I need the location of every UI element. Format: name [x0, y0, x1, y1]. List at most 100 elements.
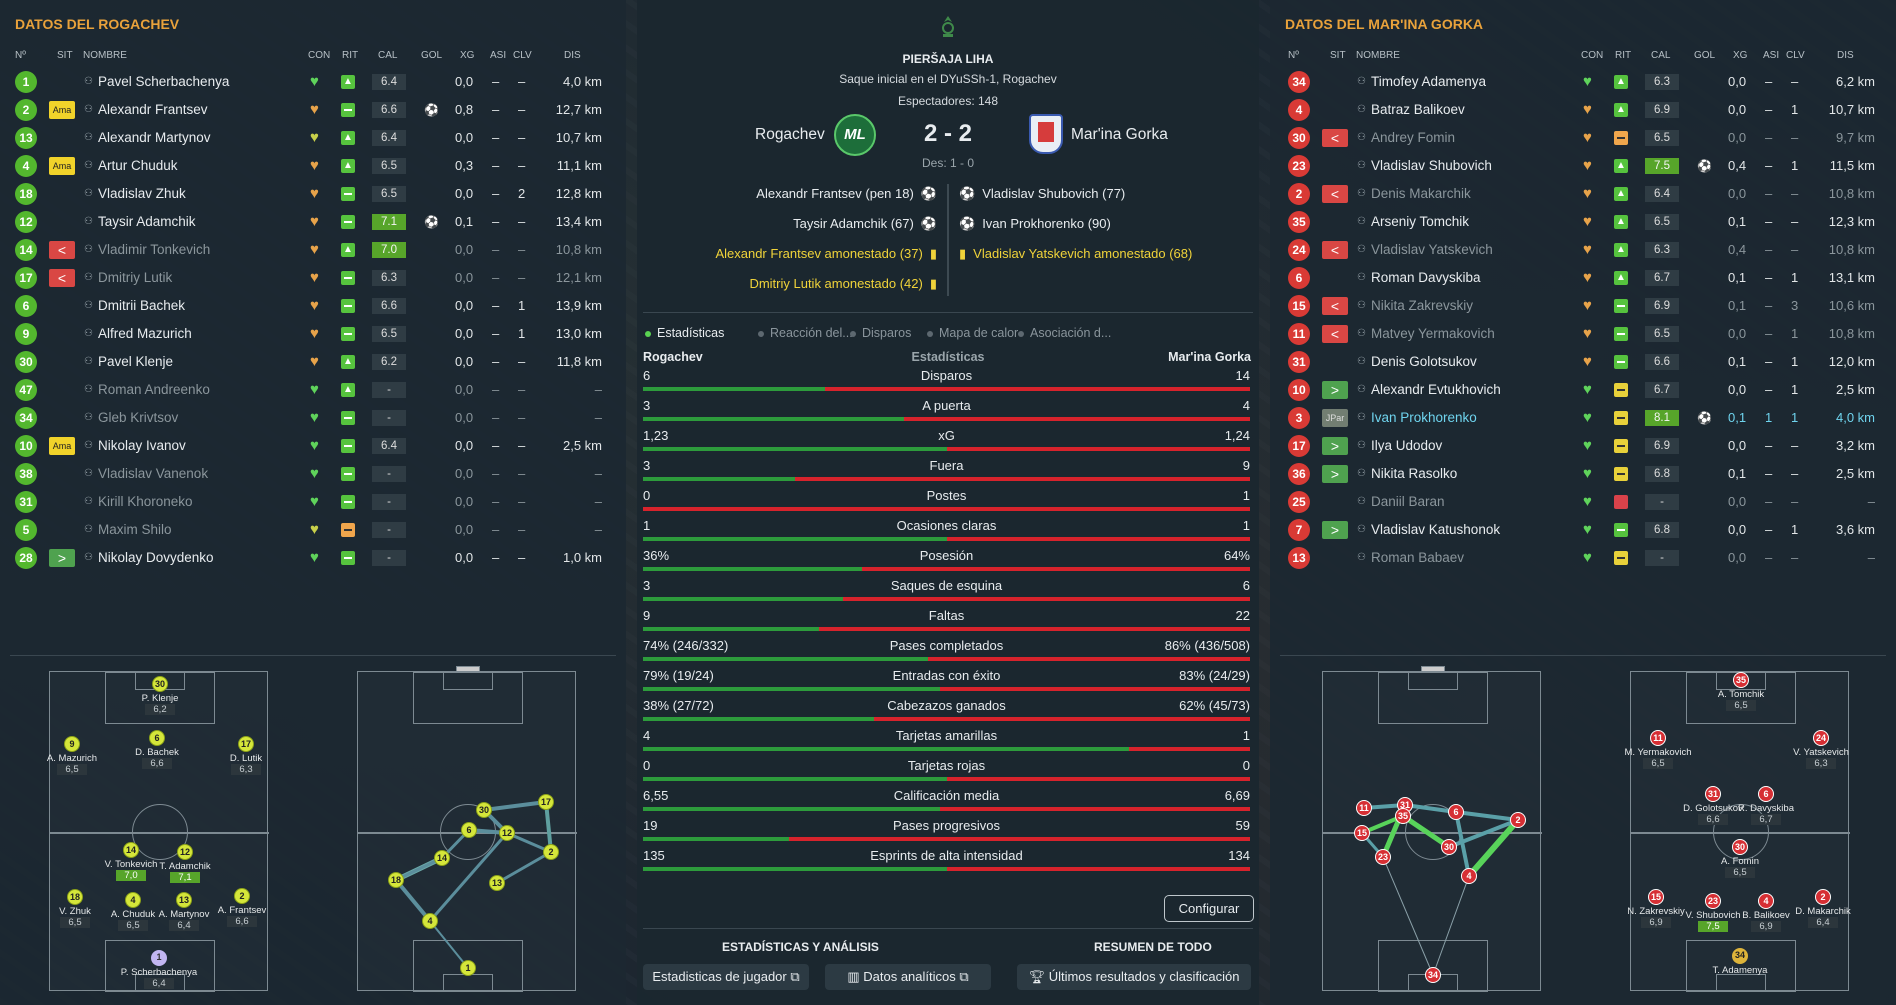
player-row[interactable]: 4 Ama ⚇ Artur Chuduk ♥ ▲ 6.5 0,3 – – 11,1 km [0, 152, 626, 180]
col-sit[interactable]: SIT [57, 50, 73, 61]
player-row[interactable]: 3 JPar ⚇ Ivan Prokhorenko ♥ 8.1 ⚽ 0,1 1 1 4,0 km [1270, 404, 1896, 432]
player-name[interactable]: Alfred Mazurich [98, 326, 192, 341]
player-row[interactable]: 12 ⚇ Taysir Adamchik ♥ 7.1 ⚽ 0,1 – – 13,4 km [0, 208, 626, 236]
player-row[interactable]: 6 ⚇ Roman Davyskiba ♥ ▲ 6.7 0,1 – 1 13,1 km [1270, 264, 1896, 292]
player-name[interactable]: Nikita Zakrevskiy [1371, 298, 1474, 313]
player-row[interactable]: 5 ⚇ Maxim Shilo ♥ - 0,0 – – – [0, 516, 626, 544]
league-name[interactable]: PIERŠAJA LIHA [902, 52, 994, 66]
player-row[interactable]: 30 < ⚇ Andrey Fomin ♥ 6.5 0,0 – – 9,7 km [1270, 124, 1896, 152]
player-name[interactable]: Nikolay Dovydenko [98, 550, 214, 565]
pass-network-node[interactable]: 6 [461, 822, 477, 838]
player-row[interactable]: 31 ⚇ Denis Golotsukov ♥ 6.6 0,1 – 1 12,0 km [1270, 348, 1896, 376]
player-name[interactable]: Nikolay Ivanov [98, 438, 186, 453]
col-cal[interactable]: CAL [1651, 50, 1671, 61]
pass-network-node[interactable]: 6 [1448, 804, 1464, 820]
player-name[interactable]: Vladimir Tonkevich [98, 242, 211, 257]
player-name[interactable]: Nikita Rasolko [1371, 466, 1458, 481]
player-row[interactable]: 17 > ⚇ Ilya Udodov ♥ 6.9 0,0 – – 3,2 km [1270, 432, 1896, 460]
player-row[interactable]: 36 > ⚇ Nikita Rasolko ♥ 6.8 0,1 – – 2,5 km [1270, 460, 1896, 488]
player-row[interactable]: 23 ⚇ Vladislav Shubovich ♥ ▲ 7.5 ⚽ 0,4 – 1 11,5 km [1270, 152, 1896, 180]
player-name[interactable]: Pavel Scherbachenya [98, 74, 230, 89]
col-gol[interactable]: GOL [421, 50, 443, 61]
col-dis[interactable]: DIS [1837, 50, 1854, 61]
player-row[interactable]: 13 ⚇ Roman Babaev ♥ - 0,0 – – – [1270, 544, 1896, 572]
player-name[interactable]: Arseniy Tomchik [1371, 214, 1470, 229]
pass-network-node[interactable]: 11 [1356, 800, 1372, 816]
player-row[interactable]: 13 ⚇ Alexandr Martynov ♥ ▲ 6.4 0,0 – – 10,7 km [0, 124, 626, 152]
player-position-marker[interactable]: 34 [1732, 948, 1748, 964]
tab-asociacind[interactable]: Asociación d... [1018, 326, 1111, 340]
player-position-marker[interactable]: 1 [151, 950, 167, 966]
tab-estadsticas[interactable]: Estadísticas [645, 326, 724, 340]
pass-network-node[interactable]: 18 [388, 872, 404, 888]
player-row[interactable]: 31 ⚇ Kirill Khoroneko ♥ - 0,0 – – – [0, 488, 626, 516]
home-team-name[interactable]: Rogachev [755, 126, 825, 143]
pass-network-node[interactable]: 13 [489, 875, 505, 891]
player-name[interactable]: Alexandr Evtukhovich [1371, 382, 1501, 397]
player-name[interactable]: Denis Makarchik [1371, 186, 1471, 201]
player-name[interactable]: Roman Babaev [1371, 550, 1465, 565]
player-row[interactable]: 18 ⚇ Vladislav Zhuk ♥ 6.5 0,0 – 2 12,8 km [0, 180, 626, 208]
player-name[interactable]: Gleb Krivtsov [98, 410, 179, 425]
player-name[interactable]: Batraz Balikoev [1371, 102, 1465, 117]
col-no[interactable]: Nº [1288, 50, 1299, 61]
player-name[interactable]: Alexandr Martynov [98, 130, 211, 145]
player-name[interactable]: Vladislav Shubovich [1371, 158, 1492, 173]
col-nombre[interactable]: NOMBRE [83, 50, 127, 61]
player-row[interactable]: 10 Ama ⚇ Nikolay Ivanov ♥ 6.4 0,0 – – 2,5 km [0, 432, 626, 460]
player-position-marker[interactable]: 11 [1650, 730, 1666, 746]
player-row[interactable]: 17 < ⚇ Dmitriy Lutik ♥ 6.3 0,0 – – 12,1 km [0, 264, 626, 292]
col-sit[interactable]: SIT [1330, 50, 1346, 61]
col-con[interactable]: CON [308, 50, 331, 61]
col-rit[interactable]: RIT [1615, 50, 1632, 61]
col-xg[interactable]: XG [460, 50, 475, 61]
player-name[interactable]: Daniil Baran [1371, 494, 1445, 509]
player-row[interactable]: 25 ⚇ Daniil Baran ♥ - 0,0 – – – [1270, 488, 1896, 516]
player-name[interactable]: Timofey Adamenya [1371, 74, 1487, 89]
player-position-marker[interactable]: 9 [64, 736, 80, 752]
player-name[interactable]: Maxim Shilo [98, 522, 172, 537]
player-position-marker[interactable]: 13 [176, 892, 192, 908]
player-name[interactable]: Matvey Yermakovich [1371, 326, 1495, 341]
col-asi[interactable]: ASI [1763, 50, 1780, 61]
pass-network-node[interactable]: 15 [1354, 825, 1370, 841]
player-name[interactable]: Roman Davyskiba [1371, 270, 1481, 285]
player-row[interactable]: 30 ⚇ Pavel Klenje ♥ ▲ 6.2 0,0 – – 11,8 km [0, 348, 626, 376]
player-position-marker[interactable]: 6 [1758, 786, 1774, 802]
player-position-marker[interactable]: 4 [1758, 893, 1774, 909]
home-team-crest-icon[interactable]: ML [834, 114, 876, 156]
player-name[interactable]: Dmitrii Bachek [98, 298, 186, 313]
pass-network-node[interactable]: 34 [1425, 967, 1441, 983]
player-name[interactable]: Kirill Khoroneko [98, 494, 193, 509]
player-name[interactable]: Alexandr Frantsev [98, 102, 208, 117]
player-row[interactable]: 28 > ⚇ Nikolay Dovydenko ♥ - 0,0 – – 1,0 km [0, 544, 626, 572]
player-row[interactable]: 7 > ⚇ Vladislav Katushonok ♥ 6.8 0,0 – 1 3,6 km [1270, 516, 1896, 544]
player-position-marker[interactable]: 4 [125, 892, 141, 908]
pass-network-node[interactable]: 12 [499, 825, 515, 841]
pass-network-node[interactable]: 23 [1375, 849, 1391, 865]
player-position-marker[interactable]: 31 [1705, 786, 1721, 802]
player-row[interactable]: 10 > ⚇ Alexandr Evtukhovich ♥ 6.7 0,0 – 1 2,5 km [1270, 376, 1896, 404]
tab-disparos[interactable]: Disparos [850, 326, 911, 340]
player-position-marker[interactable]: 23 [1705, 893, 1721, 909]
away-team-name[interactable]: Mar'ina Gorka [1071, 126, 1168, 143]
col-xg[interactable]: XG [1733, 50, 1748, 61]
player-position-marker[interactable]: 30 [1732, 839, 1748, 855]
player-row[interactable]: 34 ⚇ Timofey Adamenya ♥ ▲ 6.3 0,0 – – 6,2 km [1270, 68, 1896, 96]
player-position-marker[interactable]: 6 [149, 730, 165, 746]
player-position-marker[interactable]: 18 [67, 889, 83, 905]
configure-button[interactable]: Configurar [1164, 895, 1254, 922]
player-row[interactable]: 6 ⚇ Dmitrii Bachek ♥ 6.6 0,0 – 1 13,9 km [0, 292, 626, 320]
analytics-button[interactable]: ▥ Datos analíticos ⧉ [825, 964, 991, 990]
pass-network-node[interactable]: 2 [543, 844, 559, 860]
player-position-marker[interactable]: 14 [123, 842, 139, 858]
col-clv[interactable]: CLV [513, 50, 532, 61]
player-row[interactable]: 34 ⚇ Gleb Krivtsov ♥ - 0,0 – – – [0, 404, 626, 432]
player-row[interactable]: 38 ⚇ Vladislav Vanenok ♥ - 0,0 – – – [0, 460, 626, 488]
player-name[interactable]: Vladislav Vanenok [98, 466, 209, 481]
player-name[interactable]: Pavel Klenje [98, 354, 174, 369]
player-name[interactable]: Taysir Adamchik [98, 214, 196, 229]
player-row[interactable]: 24 < ⚇ Vladislav Yatskevich ♥ ▲ 6.3 0,4 – – 10,8 k… [1270, 236, 1896, 264]
player-row[interactable]: 4 ⚇ Batraz Balikoev ♥ ▲ 6.9 0,0 – 1 10,7 km [1270, 96, 1896, 124]
player-row[interactable]: 47 ⚇ Roman Andreenko ♥ ▲ - 0,0 – – – [0, 376, 626, 404]
